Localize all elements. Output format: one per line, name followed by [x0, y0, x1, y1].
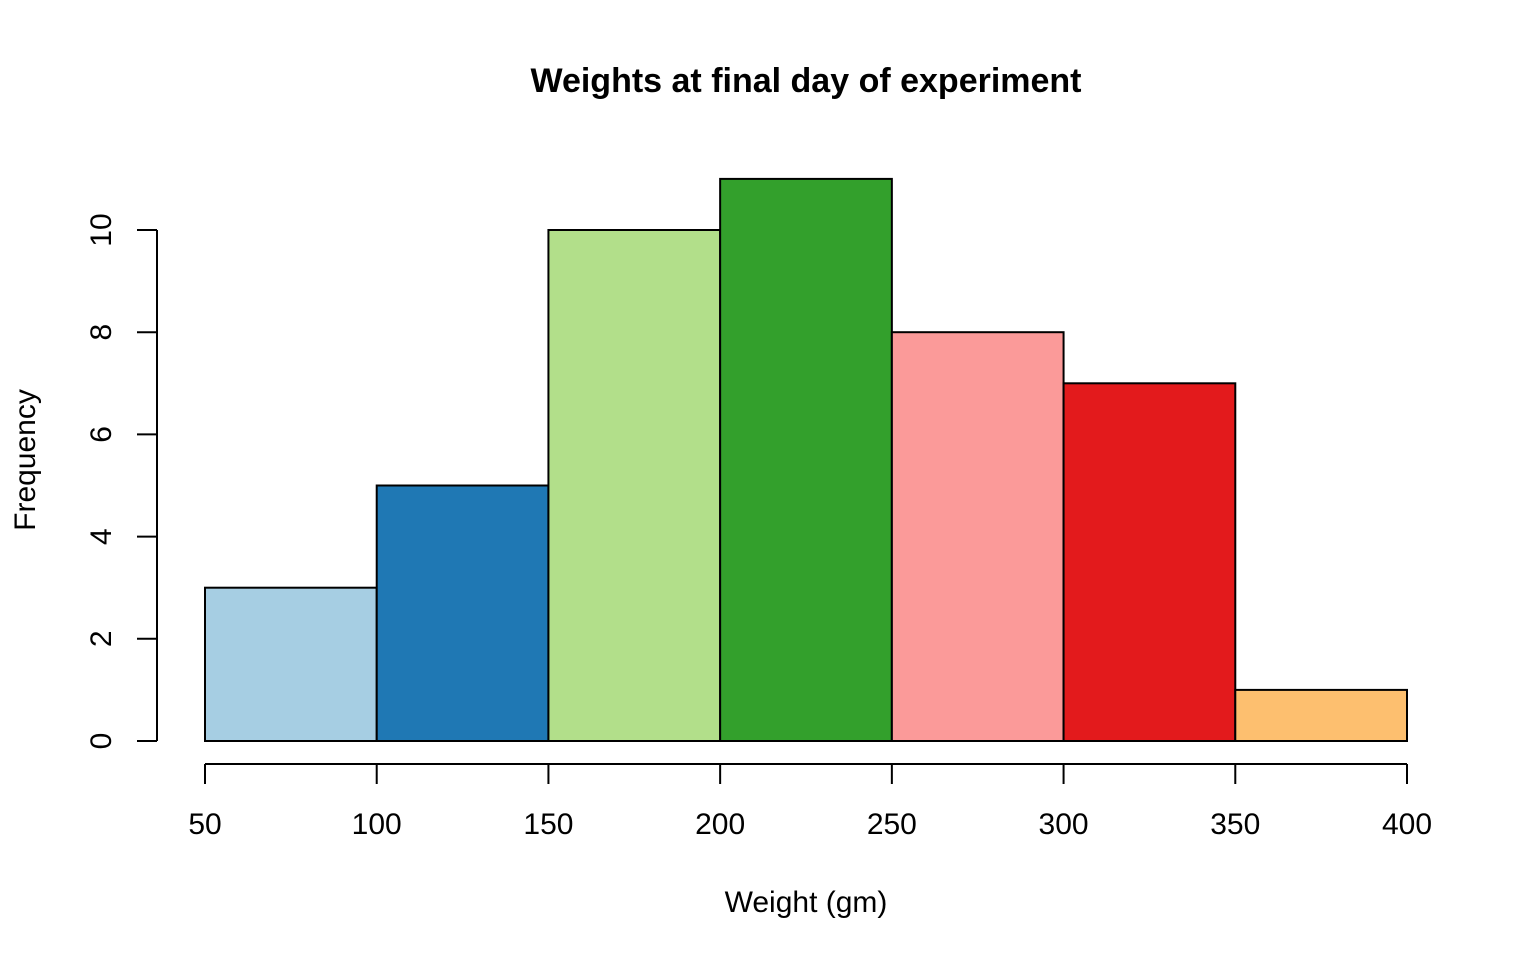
histogram-bar-100-150 — [375, 484, 550, 742]
histogram-bar-50-100 — [204, 586, 378, 743]
y-tick-label: 2 — [85, 630, 118, 647]
histogram-bar-250-300 — [890, 331, 1065, 742]
x-tick-label: 200 — [695, 808, 745, 841]
y-tick-label: 4 — [85, 528, 118, 545]
x-axis: 50 100 150 200 250 300 350 400 — [188, 763, 1432, 841]
chart-title: Weights at final day of experiment — [530, 62, 1081, 100]
y-tick-label: 10 — [85, 213, 118, 246]
y-axis: 0 2 4 6 8 10 — [85, 213, 158, 750]
x-tick-label: 250 — [867, 808, 917, 841]
y-tick-label: 6 — [85, 426, 118, 443]
y-tick-label: 0 — [85, 733, 118, 750]
histogram-bar-350-400 — [1234, 688, 1409, 743]
x-axis-label: Weight (gm) — [725, 886, 888, 919]
y-tick-label: 8 — [85, 324, 118, 341]
histogram-bar-300-350 — [1062, 382, 1237, 742]
x-tick-label: 150 — [523, 808, 573, 841]
bars — [204, 177, 1409, 743]
x-tick-label: 400 — [1382, 808, 1432, 841]
x-tick-label: 100 — [352, 808, 402, 841]
histogram-bar-200-250 — [719, 177, 893, 742]
x-tick-label: 350 — [1210, 808, 1260, 841]
x-tick-label: 300 — [1039, 808, 1089, 841]
x-tick-label: 50 — [188, 808, 221, 841]
y-axis-label: Frequency — [9, 389, 42, 531]
histogram-bar-150-200 — [547, 229, 722, 742]
